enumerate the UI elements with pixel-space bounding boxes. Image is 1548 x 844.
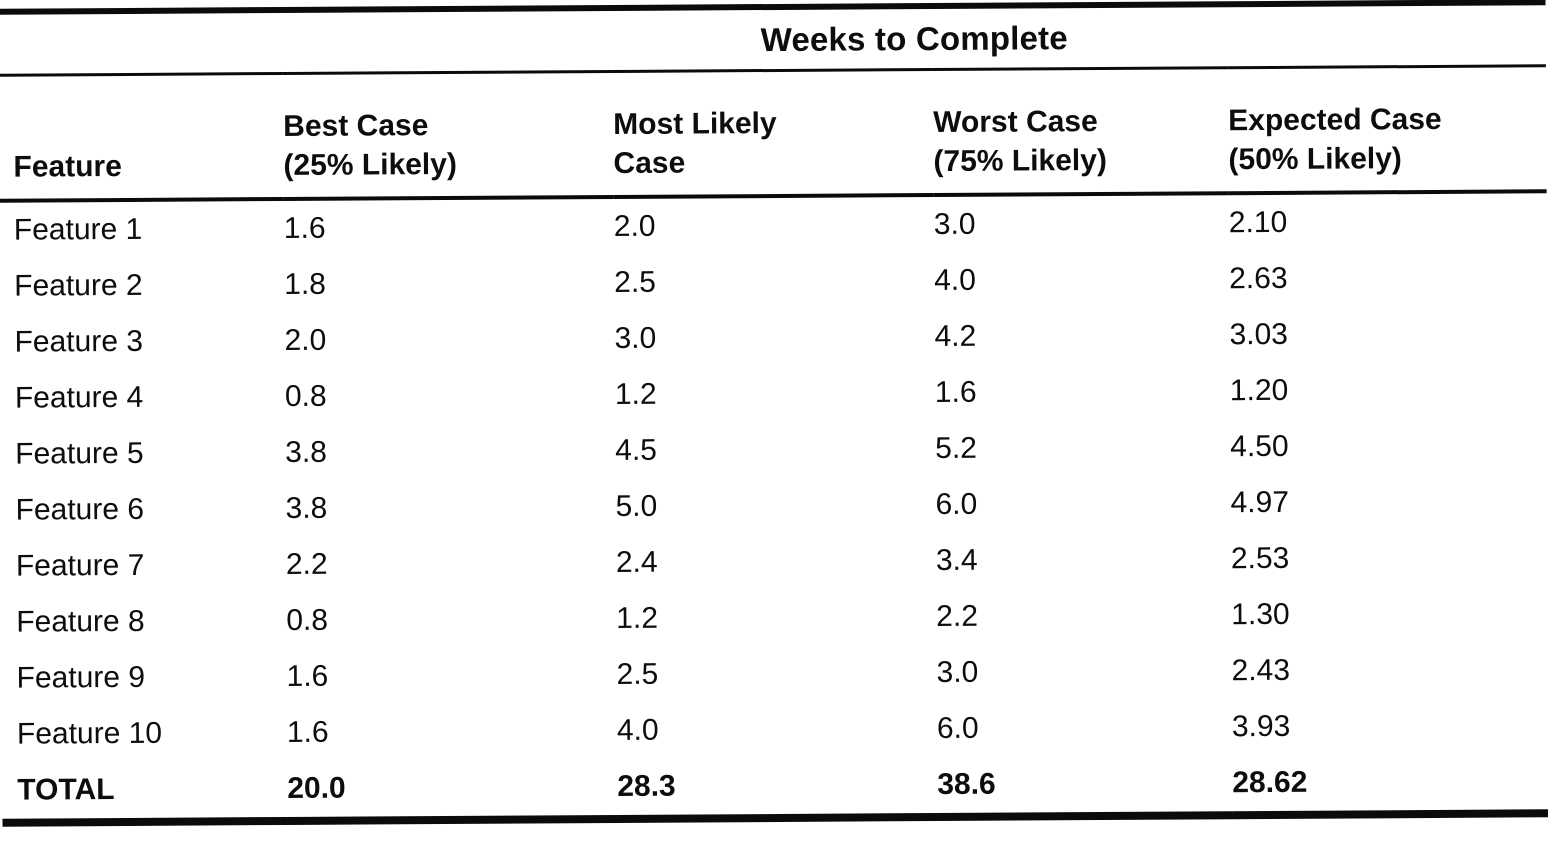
table-row: Feature 5 3.8 4.5 5.2 4.50 [0, 417, 1548, 482]
most-likely-cell: 2.5 [614, 265, 657, 299]
feature-cell: Feature 4 [14, 380, 144, 415]
table-row: Feature 1 1.6 2.0 3.0 2.10 [0, 191, 1547, 258]
total-row: TOTAL 20.0 28.3 38.6 28.62 [2, 753, 1548, 823]
header-line: Most Likely [613, 106, 777, 141]
feature-cell: Feature 6 [15, 492, 145, 527]
worst-case-cell: 1.6 [934, 375, 977, 410]
expected-case-cell: 2.43 [1231, 653, 1291, 688]
column-header-feature: Feature [0, 73, 284, 201]
total-best-case-cell: 20.0 [287, 758, 618, 821]
feature-cell: Feature 1 [13, 212, 143, 247]
best-case-cell: 3.8 [285, 491, 328, 525]
worst-case-cell: 6.0 [936, 711, 979, 746]
feature-cell: Feature 10 [16, 716, 163, 751]
header-line: (75% Likely) [933, 143, 1107, 179]
worst-case-cell: 4.0 [934, 263, 977, 298]
worst-case-cell: 3.4 [935, 543, 978, 578]
total-most-likely-cell: 28.3 [617, 757, 938, 819]
feature-cell: Feature 7 [15, 548, 145, 583]
header-line: Worst Case [933, 105, 1098, 140]
best-case-cell: 1.8 [284, 267, 327, 301]
table-title: Weeks to Complete [282, 2, 1546, 74]
expected-case-cell: 3.93 [1231, 709, 1291, 744]
header-line: (50% Likely) [1228, 142, 1402, 177]
total-expected-case-cell: 28.62 [1232, 753, 1548, 816]
estimate-table: Weeks to Complete Feature Best Case (25%… [0, 2, 1548, 823]
most-likely-cell: 3.0 [614, 321, 657, 355]
table-row: Feature 10 1.6 4.0 6.0 3.93 [2, 697, 1548, 762]
header-line: Case [613, 146, 686, 180]
most-likely-cell: 1.2 [614, 377, 657, 411]
worst-case-cell: 3.0 [933, 207, 976, 242]
table-row: Feature 3 2.0 3.0 4.2 3.03 [0, 305, 1548, 370]
column-header-best-case: Best Case (25% Likely) [282, 71, 614, 199]
most-likely-cell: 2.0 [613, 209, 656, 243]
best-case-cell: 2.0 [284, 323, 327, 357]
table-row: Feature 8 0.8 1.2 2.2 1.30 [1, 585, 1548, 650]
table-scan-area: Weeks to Complete Feature Best Case (25%… [0, 2, 1548, 823]
header-line: Best Case [283, 109, 429, 143]
column-header-worst-case: Worst Case (75% Likely) [932, 67, 1229, 196]
column-header-row: Feature Best Case (25% Likely) Most Like… [0, 65, 1547, 201]
best-case-cell: 3.8 [285, 435, 328, 469]
expected-case-cell: 1.30 [1231, 597, 1290, 632]
column-header-expected-case: Expected Case (50% Likely) [1227, 65, 1547, 194]
total-label-cell: TOTAL [2, 760, 288, 823]
header-line: (25% Likely) [283, 147, 457, 182]
feature-cell: Feature 3 [14, 324, 144, 359]
column-header-most-likely-case: Most Likely Case [612, 69, 934, 197]
expected-case-cell: 4.50 [1230, 429, 1289, 464]
most-likely-cell: 1.2 [616, 601, 659, 635]
expected-case-cell: 2.53 [1230, 541, 1290, 576]
total-worst-case-cell: 38.6 [937, 755, 1233, 818]
best-case-cell: 0.8 [284, 379, 327, 413]
best-case-cell: 1.6 [286, 659, 329, 693]
feature-cell: Feature 8 [16, 604, 145, 639]
best-case-cell: 1.6 [283, 211, 326, 245]
table-row: Feature 6 3.8 5.0 6.0 4.97 [0, 473, 1548, 538]
expected-case-cell: 3.03 [1229, 317, 1289, 352]
most-likely-cell: 2.4 [615, 545, 658, 579]
table-row: Feature 2 1.8 2.5 4.0 2.63 [0, 249, 1547, 314]
feature-cell: Feature 2 [14, 268, 143, 303]
worst-case-cell: 2.2 [936, 599, 979, 634]
table-row: Feature 9 1.6 2.5 3.0 2.43 [1, 641, 1548, 706]
worst-case-cell: 6.0 [935, 487, 978, 522]
table-row: Feature 7 2.2 2.4 3.4 2.53 [1, 529, 1548, 594]
most-likely-cell: 4.0 [616, 713, 659, 747]
title-spacer-cell [0, 9, 283, 76]
most-likely-cell: 4.5 [615, 433, 658, 467]
best-case-cell: 0.8 [286, 603, 329, 637]
most-likely-cell: 2.5 [616, 657, 659, 691]
table-title-row: Weeks to Complete [0, 2, 1546, 76]
expected-case-cell: 2.63 [1229, 261, 1288, 296]
expected-case-cell: 2.10 [1228, 205, 1288, 240]
worst-case-cell: 4.2 [934, 319, 977, 354]
header-line: Expected Case [1228, 102, 1442, 138]
worst-case-cell: 5.2 [935, 431, 978, 466]
expected-case-cell: 1.20 [1229, 373, 1289, 408]
most-likely-cell: 5.0 [615, 489, 658, 523]
feature-cell: Feature 9 [16, 660, 146, 695]
best-case-cell: 2.2 [285, 547, 328, 581]
table-row: Feature 4 0.8 1.2 1.6 1.20 [0, 361, 1548, 426]
expected-case-cell: 4.97 [1230, 485, 1290, 520]
worst-case-cell: 3.0 [936, 655, 979, 690]
feature-cell: Feature 5 [15, 436, 144, 471]
best-case-cell: 1.6 [286, 715, 329, 749]
